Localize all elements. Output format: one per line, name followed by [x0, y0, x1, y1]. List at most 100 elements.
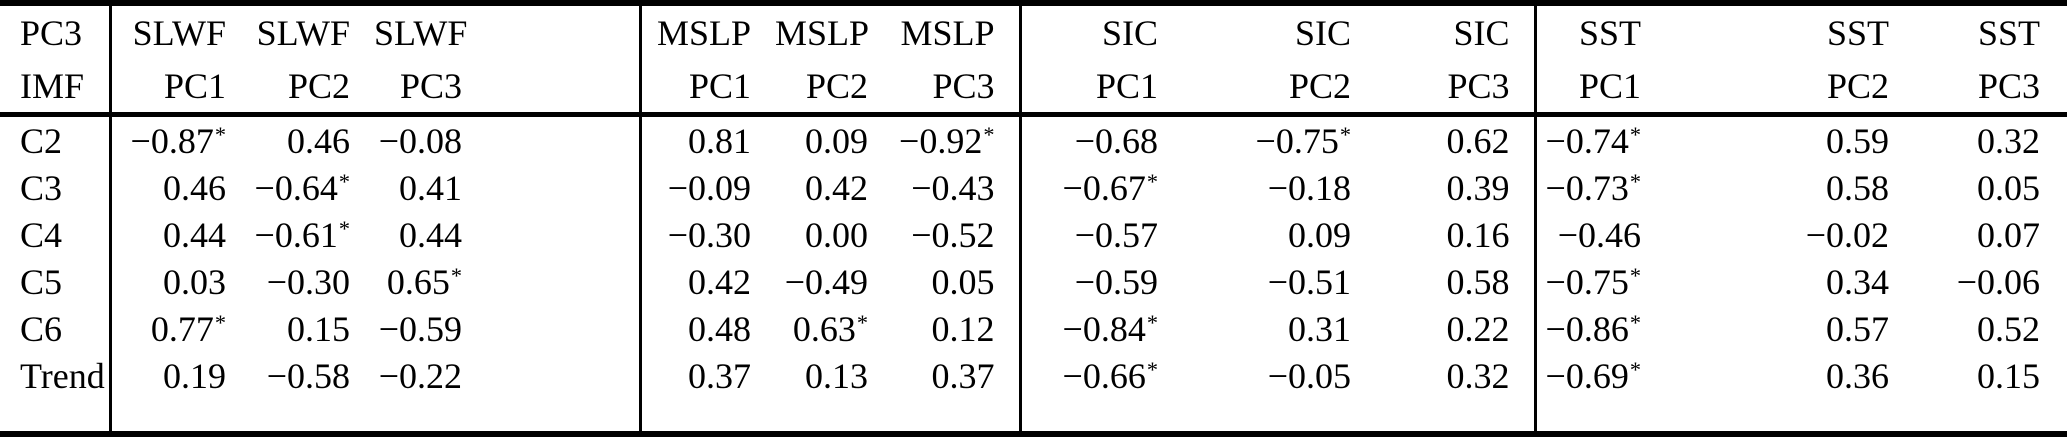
correlation-value: −0.64* [250, 164, 374, 211]
column-gap-filler [486, 211, 640, 258]
value-number: −0.69 [1545, 355, 1629, 396]
value-number: 0.34 [1826, 261, 1889, 302]
correlation-value: −0.86* [1533, 305, 1665, 352]
value-number: 0.42 [805, 167, 868, 208]
significance-asterisk: * [214, 310, 226, 336]
correlation-value: 0.32 [1913, 115, 2067, 165]
value-number: 0.42 [688, 261, 751, 302]
pc-column-header: PC1 [1018, 59, 1182, 117]
correlation-value: 0.15 [250, 305, 374, 352]
value-number: −0.49 [784, 261, 868, 302]
row-label: Trend [20, 355, 105, 396]
value-number: 0.48 [688, 308, 751, 349]
value-number: 0.00 [805, 214, 868, 255]
pc-column-header: PC1 [638, 59, 775, 117]
correlation-value: 0.65* [374, 258, 486, 305]
spacer-cell [374, 399, 486, 434]
header-row-pcs: IMF PC1 PC2 PC3 PC1 PC2 PC3 PC1 PC2 PC3 PC1 PC2 PC3 [0, 59, 2067, 117]
value-number: −0.66 [1062, 355, 1146, 396]
correlation-value: −0.06 [1913, 258, 2067, 305]
significance-asterisk: * [1146, 310, 1158, 336]
spacer-cell [1182, 399, 1375, 434]
significance-asterisk: * [1629, 263, 1641, 289]
bottom-spacer-row [0, 399, 2067, 434]
correlation-value: 0.46 [108, 164, 250, 211]
significance-asterisk: * [338, 216, 350, 242]
value-number: −0.75 [1255, 120, 1339, 161]
value-number: 0.32 [1977, 120, 2040, 161]
column-group-header: MSLP [775, 12, 870, 53]
value-number: −0.30 [667, 214, 751, 255]
column-gap-filler [486, 399, 640, 434]
value-number: 0.07 [1977, 214, 2040, 255]
table-row: Trend 0.19 −0.58 −0.22 0.37 0.13 0.37 −0.66* −0.… [0, 352, 2067, 399]
column-group-header: SLWF [256, 12, 350, 53]
value-number: −0.58 [266, 355, 350, 396]
correlation-value: 0.00 [775, 211, 892, 258]
column-gap-filler [486, 115, 640, 165]
correlation-value: 0.09 [1182, 211, 1375, 258]
header-row-variables: PC3 SLWF SLWF SLWF MSLP MSLP MSLP SIC SIC SIC SST S… [0, 3, 2067, 59]
spacer-cell [1375, 399, 1535, 434]
value-number: 0.39 [1446, 167, 1510, 208]
correlation-value: 0.77* [108, 305, 250, 352]
value-number: −0.74 [1545, 120, 1629, 161]
spacer-cell [108, 399, 250, 434]
table-row: C3 0.46 −0.64* 0.41 −0.09 0.42 −0.43 −0.67* −0.1… [0, 164, 2067, 211]
column-gap-filler [486, 164, 640, 211]
correlation-value: 0.81 [638, 114, 775, 164]
spacer-cell [892, 399, 1020, 434]
pc-column-header: PC2 [1182, 59, 1375, 117]
significance-asterisk: * [1629, 357, 1641, 383]
value-number: 0.58 [1446, 261, 1510, 302]
correlation-value: −0.22 [374, 352, 486, 399]
column-gap-filler [486, 352, 640, 399]
significance-asterisk: * [1629, 122, 1641, 148]
table-row: C4 0.44 −0.61* 0.44 −0.30 0.00 −0.52 −0.57 0.09 0… [0, 211, 2067, 258]
pc-column-header: PC1 [1533, 59, 1665, 117]
pc-column-header: PC3 [892, 59, 1020, 117]
correlation-value: 0.12 [892, 305, 1020, 352]
value-number: 0.41 [399, 167, 462, 208]
table-header: PC3 SLWF SLWF SLWF MSLP MSLP MSLP SIC SIC SIC SST S… [0, 3, 2067, 117]
pc-column-header: PC3 [1375, 59, 1535, 117]
correlation-value: 0.05 [1913, 164, 2067, 211]
value-number: 0.62 [1446, 120, 1510, 161]
value-number: −0.64 [254, 167, 338, 208]
correlation-value: −0.02 [1665, 211, 1913, 258]
value-number: 0.31 [1288, 308, 1351, 349]
value-number: 0.09 [805, 120, 868, 161]
column-group-header: SST [1826, 12, 1889, 53]
corner-label: IMF [0, 59, 110, 117]
correlation-value: −0.18 [1182, 164, 1375, 211]
value-number: −0.51 [1267, 261, 1351, 302]
pc-column-header: PC2 [250, 59, 374, 117]
spacer-cell [1533, 399, 1665, 434]
correlation-value: 0.31 [1182, 305, 1375, 352]
spacer-cell [1018, 399, 1182, 434]
correlation-value: 0.32 [1375, 352, 1535, 399]
column-group-header: SIC [1294, 12, 1351, 53]
value-number: 0.19 [163, 355, 226, 396]
value-number: 0.15 [287, 308, 350, 349]
column-gap-filler [486, 305, 640, 352]
value-number: −0.08 [378, 120, 462, 161]
significance-asterisk: * [983, 122, 995, 148]
value-number: −0.02 [1805, 214, 1889, 255]
column-group-header: MSLP [900, 12, 995, 53]
correlation-value: 0.19 [108, 352, 250, 399]
correlation-value: −0.66* [1018, 352, 1182, 399]
correlation-value: −0.30 [250, 258, 374, 305]
value-number: −0.87 [130, 120, 214, 161]
value-number: 0.46 [163, 167, 226, 208]
value-number: 0.37 [688, 355, 751, 396]
value-number: −0.73 [1545, 167, 1629, 208]
spacer-cell [1665, 399, 1913, 434]
correlation-value: −0.52 [892, 211, 1020, 258]
value-number: 0.05 [931, 261, 995, 302]
row-label: C5 [20, 261, 63, 302]
row-label: C2 [20, 120, 63, 161]
correlation-value: 0.39 [1375, 164, 1535, 211]
value-number: −0.05 [1267, 355, 1351, 396]
significance-asterisk: * [1629, 310, 1641, 336]
